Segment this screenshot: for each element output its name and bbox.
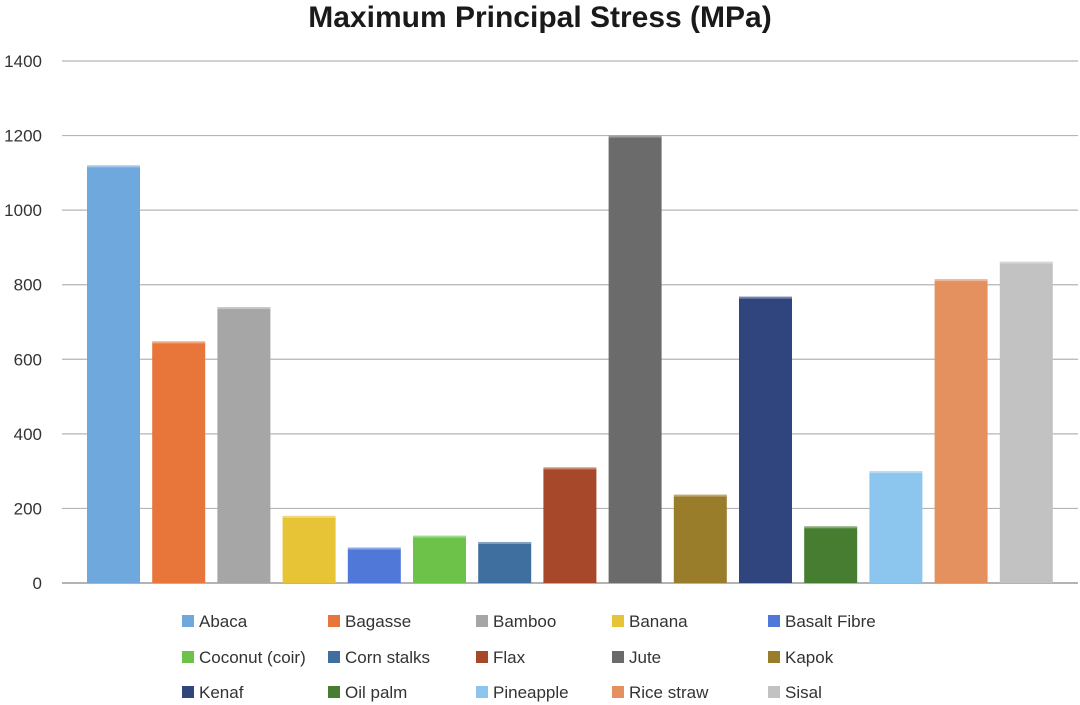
legend-swatch — [768, 651, 780, 663]
bar-highlight — [87, 165, 140, 168]
legend-label: Basalt Fibre — [785, 612, 876, 631]
bar-abaca — [87, 165, 140, 583]
bar-highlight — [999, 261, 1053, 264]
bar-highlight — [934, 279, 988, 282]
legend-label: Kenaf — [199, 683, 244, 702]
legend-label: Pineapple — [493, 683, 569, 702]
y-tick-label: 1400 — [4, 52, 42, 71]
bar-bagasse — [152, 341, 206, 583]
bar-highlight — [478, 541, 532, 544]
legend-label: Bagasse — [345, 612, 411, 631]
y-tick-label: 800 — [14, 276, 42, 295]
bar-highlight — [739, 296, 792, 299]
legend-swatch — [612, 651, 624, 663]
legend-swatch — [328, 651, 340, 663]
bar-kapok — [673, 494, 727, 583]
bar-flax — [543, 467, 597, 583]
legend-label: Corn stalks — [345, 648, 430, 667]
bar-kenaf — [739, 296, 792, 583]
legend-label: Abaca — [199, 612, 248, 631]
bar-highlight — [217, 307, 271, 310]
bar-bamboo — [217, 307, 271, 583]
legend-swatch — [182, 651, 194, 663]
legend-label: Rice straw — [629, 683, 709, 702]
bar-basalt-fibre — [347, 547, 401, 583]
legend-label: Kapok — [785, 648, 834, 667]
bar-highlight — [673, 494, 727, 497]
legend-swatch — [612, 615, 624, 627]
legend-label: Jute — [629, 648, 661, 667]
bar-coconut-coir — [413, 535, 466, 583]
legend-label: Bamboo — [493, 612, 556, 631]
bar-highlight — [413, 535, 466, 538]
bar-highlight — [543, 467, 597, 470]
legend-label: Oil palm — [345, 683, 407, 702]
y-tick-label: 200 — [14, 499, 42, 518]
legend-label: Flax — [493, 648, 526, 667]
legend-swatch — [328, 615, 340, 627]
bar-highlight — [608, 135, 662, 138]
y-tick-label: 400 — [14, 425, 42, 444]
legend-swatch — [476, 686, 488, 698]
bar-highlight — [282, 515, 336, 518]
bar-highlight — [804, 526, 858, 529]
bar-highlight — [347, 547, 401, 550]
legend-swatch — [768, 615, 780, 627]
bar-rice-straw — [934, 279, 988, 583]
bar-highlight — [869, 471, 923, 474]
bar-banana — [282, 515, 336, 583]
bar-sisal — [999, 261, 1053, 583]
bar-jute — [608, 135, 662, 584]
bar-corn-stalks — [478, 541, 532, 583]
legend-label: Banana — [629, 612, 688, 631]
chart-title: Maximum Principal Stress (MPa) — [308, 1, 772, 34]
legend-swatch — [476, 651, 488, 663]
y-tick-label: 0 — [33, 574, 42, 593]
legend-swatch — [182, 686, 194, 698]
legend-label: Sisal — [785, 683, 822, 702]
y-tick-label: 1000 — [4, 201, 42, 220]
legend-swatch — [182, 615, 194, 627]
y-tick-label: 1200 — [4, 127, 42, 146]
bar-pineapple — [869, 471, 923, 583]
bar-oil-palm — [804, 526, 858, 583]
y-tick-label: 600 — [14, 350, 42, 369]
legend-label: Coconut (coir) — [199, 648, 306, 667]
legend-swatch — [612, 686, 624, 698]
legend-swatch — [768, 686, 780, 698]
legend-swatch — [476, 615, 488, 627]
bar-highlight — [152, 341, 206, 344]
legend-swatch — [328, 686, 340, 698]
